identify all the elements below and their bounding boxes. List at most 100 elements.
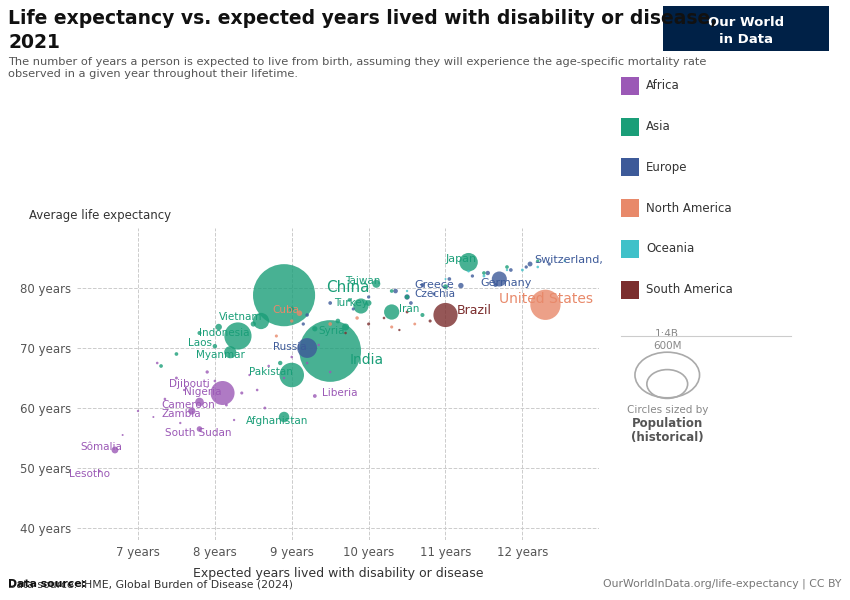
Point: [347, 304, 360, 314]
Text: Russia: Russia: [273, 342, 306, 352]
Text: India: India: [349, 353, 383, 367]
Text: Cameroon: Cameroon: [161, 400, 215, 410]
Text: Czechia: Czechia: [415, 289, 456, 299]
Text: Indonesia: Indonesia: [200, 328, 250, 338]
Point: [539, 300, 552, 310]
Text: Zambia: Zambia: [161, 409, 201, 419]
Text: Syria: Syria: [319, 326, 345, 335]
Point: [323, 367, 337, 377]
Point: [477, 268, 490, 278]
Point: [339, 322, 353, 332]
Point: [331, 316, 344, 326]
Text: Greece: Greece: [415, 280, 455, 290]
Point: [285, 370, 298, 380]
Point: [408, 319, 422, 329]
Text: Cuba: Cuba: [273, 305, 299, 315]
Point: [323, 298, 337, 308]
Point: [292, 308, 306, 318]
Point: [208, 376, 222, 386]
Point: [477, 271, 490, 281]
Point: [173, 418, 187, 428]
Point: [108, 445, 122, 455]
Point: [258, 403, 272, 413]
Point: [531, 262, 545, 272]
Point: [224, 347, 237, 357]
Text: 2021: 2021: [8, 33, 60, 52]
Text: South America: South America: [646, 283, 733, 296]
Point: [466, 271, 479, 281]
Point: [385, 322, 399, 332]
Text: Afghanistan: Afghanistan: [246, 416, 308, 426]
Point: [208, 341, 222, 351]
Point: [323, 319, 337, 329]
Point: [251, 385, 264, 395]
Point: [524, 259, 537, 269]
Point: [492, 274, 506, 284]
Text: 600M: 600M: [653, 341, 682, 351]
Text: Vietnam: Vietnam: [218, 313, 262, 322]
Point: [277, 373, 291, 383]
Point: [246, 319, 260, 329]
Point: [308, 324, 321, 334]
Point: [400, 292, 414, 302]
Point: [185, 406, 199, 416]
Text: Iran: Iran: [400, 304, 420, 314]
Text: Data source:: Data source:: [8, 579, 87, 589]
Point: [170, 349, 184, 359]
Point: [219, 400, 233, 410]
Text: Nigeria: Nigeria: [184, 387, 222, 397]
Point: [362, 319, 376, 329]
Point: [385, 307, 399, 317]
Text: in Data: in Data: [719, 33, 773, 46]
Point: [227, 415, 241, 425]
Point: [350, 313, 364, 323]
Text: Turkey: Turkey: [334, 298, 368, 308]
Text: United States: United States: [499, 292, 593, 307]
Text: Lesotho: Lesotho: [69, 469, 110, 479]
Point: [400, 286, 414, 296]
Point: [500, 265, 513, 275]
Text: The number of years a person is expected to live from birth, assuming they will : The number of years a person is expected…: [8, 57, 707, 79]
Point: [285, 352, 298, 362]
Point: [400, 307, 414, 317]
Text: 1:4B: 1:4B: [655, 329, 679, 339]
Text: Population: Population: [632, 417, 703, 430]
Point: [416, 310, 429, 320]
Text: Asia: Asia: [646, 120, 671, 133]
Point: [377, 313, 391, 323]
Text: Data source: IHME, Global Burden of Disease (2024): Data source: IHME, Global Burden of Dise…: [8, 579, 293, 589]
Point: [277, 412, 291, 422]
Text: Oceania: Oceania: [646, 242, 694, 256]
Point: [388, 286, 402, 296]
Point: [385, 286, 399, 296]
X-axis label: Expected years lived with disability or disease: Expected years lived with disability or …: [193, 567, 483, 580]
Point: [519, 262, 533, 272]
Point: [462, 266, 475, 276]
Point: [150, 358, 164, 368]
Point: [193, 328, 207, 338]
Point: [416, 280, 429, 290]
Point: [428, 289, 441, 299]
Point: [393, 325, 406, 335]
Text: (historical): (historical): [631, 431, 704, 444]
Point: [242, 370, 256, 380]
Point: [297, 319, 310, 329]
Point: [269, 331, 283, 341]
Point: [504, 265, 518, 275]
Point: [201, 382, 214, 392]
Text: Germany: Germany: [480, 278, 531, 288]
Point: [300, 343, 314, 353]
Point: [116, 430, 129, 440]
Point: [262, 361, 275, 371]
Text: Brazil: Brazil: [457, 304, 492, 317]
Text: OurWorldInData.org/life-expectancy | CC BY: OurWorldInData.org/life-expectancy | CC …: [604, 578, 842, 589]
Point: [542, 259, 556, 269]
Point: [93, 466, 106, 476]
Text: China: China: [326, 280, 370, 295]
Text: Myanmar: Myanmar: [196, 350, 245, 361]
Point: [481, 268, 495, 278]
Point: [516, 265, 530, 275]
Point: [343, 295, 356, 305]
Point: [193, 397, 207, 407]
Point: [146, 412, 160, 422]
